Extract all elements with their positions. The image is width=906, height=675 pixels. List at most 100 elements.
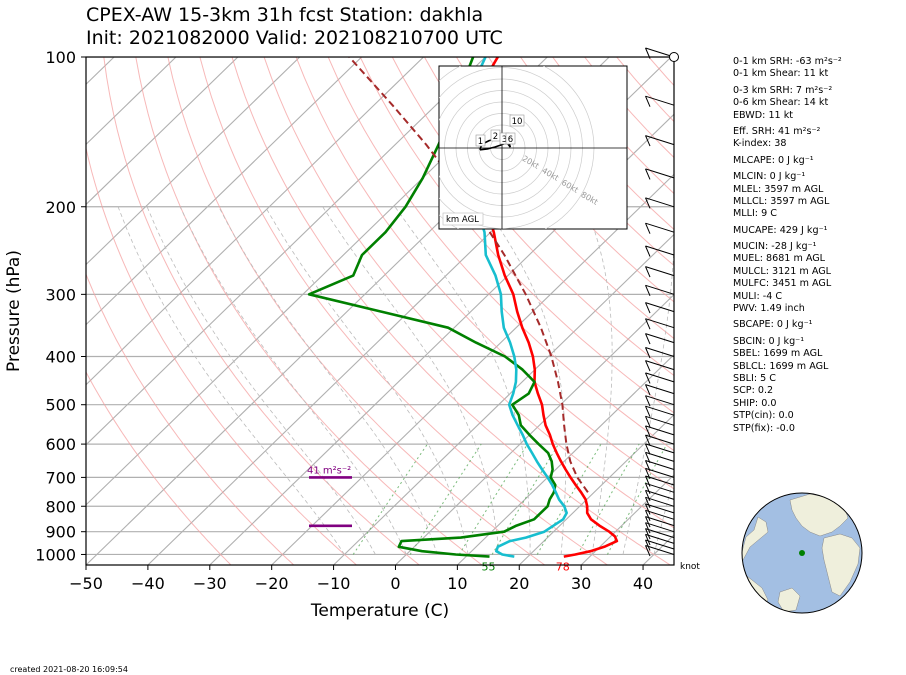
barb-flag [645, 266, 651, 278]
hodograph-height-label: 3 [502, 135, 507, 145]
stat-line: MLEL: 3597 m AGL [733, 183, 824, 195]
temperature-profile [468, 57, 619, 558]
globe-land [821, 533, 861, 597]
barb-flag [645, 47, 651, 59]
dry-adiabat [86, 371, 232, 565]
stat-line: STP(cin): 0.0 [733, 410, 794, 422]
dry-adiabat [488, 57, 674, 267]
x-tick-label: 20 [509, 574, 529, 593]
x-tick-label: −30 [193, 574, 227, 593]
stat-line: 0-1 km Shear: 11 kt [733, 68, 829, 80]
barb-flag [645, 333, 651, 345]
stat-line: STP(fix): -0.0 [733, 422, 795, 434]
wind-barb [645, 135, 675, 147]
wind-barb [645, 395, 675, 407]
moist-adiabat [585, 206, 613, 555]
stat-line: MLCAPE: 0 J kg⁻¹ [733, 154, 814, 166]
x-tick-label: 40 [633, 574, 653, 593]
barb-flag [645, 503, 651, 515]
barb-flag [645, 522, 651, 534]
hodograph-frame [438, 65, 628, 230]
stat-line: SBEL: 1699 m AGL [733, 348, 823, 360]
wind-barb [645, 284, 675, 296]
barb-flag [645, 197, 651, 209]
dry-adiabat [423, 57, 674, 340]
stat-line: Eff. SRH: 41 m²s⁻² [733, 125, 821, 137]
barb-flag [645, 302, 651, 314]
wind-barb [645, 266, 675, 278]
globe-land [777, 587, 801, 613]
barb-staff [645, 475, 675, 486]
wind-barb [645, 415, 675, 427]
stat-line: MLLI: 9 C [733, 208, 777, 220]
wind-barb [645, 516, 675, 528]
barb-flag [645, 245, 651, 257]
y-tick-label: 700 [45, 468, 76, 487]
x-axis-label: Temperature (C) [310, 601, 449, 621]
stat-line: MULI: -4 C [733, 290, 783, 302]
barb-staff [645, 302, 675, 313]
dry-adiabat [455, 57, 674, 303]
sounding-stats-panel: 0-1 km SRH: -63 m²s⁻² 0-1 km Shear: 11 kt… [733, 56, 842, 435]
barb-staff [645, 266, 675, 277]
barb-staff [645, 509, 675, 520]
barb-flag [645, 395, 651, 407]
mixing-ratio-line [491, 443, 559, 555]
hodograph-height-label: 2 [493, 132, 498, 142]
barb-staff [645, 168, 675, 179]
wind-barbs: knot [645, 47, 700, 572]
stat-line: SHIP: 0.0 [733, 397, 777, 409]
isotherm [86, 57, 301, 266]
moist-adiabat [264, 206, 469, 555]
barb-staff [645, 482, 675, 493]
dry-adiabat [231, 57, 671, 565]
hodograph-height-box [505, 132, 516, 145]
mixing-ratio-line [458, 443, 529, 555]
y-tick-label: 800 [45, 497, 76, 516]
barb-flag [645, 425, 651, 437]
isotherm [580, 474, 674, 565]
dry-adiabat [103, 57, 420, 565]
stat-line: EBWD: 11 kt [733, 109, 794, 121]
stat-line: SBCIN: 0 J kg⁻¹ [733, 335, 805, 347]
x-tick-label: 10 [447, 574, 467, 593]
moist-adiabat [117, 206, 345, 555]
mixing-ratio-line [352, 443, 428, 555]
wind-barb [645, 245, 675, 257]
barb-flag [645, 384, 651, 396]
wind-barb [645, 425, 675, 437]
hodograph-corner-label: km AGL [446, 215, 479, 225]
wind-barb [645, 528, 675, 540]
x-tick-label: −40 [131, 574, 165, 593]
surface-dewpoint-label: 55 [482, 561, 496, 574]
x-tick-label: −20 [255, 574, 289, 593]
stat-line: MLCIN: 0 J kg⁻¹ [733, 171, 806, 183]
y-tick-label: 900 [45, 523, 76, 542]
stat-line: MULCL: 3121 m AGL [733, 265, 832, 277]
hodograph-height-label: 6 [508, 135, 513, 145]
barb-flag [645, 490, 651, 502]
wind-barb [645, 467, 675, 480]
isotherm [86, 57, 424, 386]
surface-temp-label: 78 [556, 561, 570, 574]
stat-line: MUCIN: -28 J kg⁻¹ [733, 241, 817, 253]
isotherm [395, 293, 674, 565]
wind-barb [645, 496, 675, 508]
wind-barb [645, 434, 675, 446]
barb-unit-label: knot [680, 562, 700, 572]
barb-flag [645, 516, 651, 528]
barb-flag [645, 545, 651, 557]
wind-barb [645, 503, 675, 515]
dry-adiabat [391, 57, 674, 377]
barb-flag [645, 468, 651, 480]
barb-flag [645, 539, 651, 551]
station-marker [799, 550, 805, 556]
dry-adiabat [86, 146, 357, 565]
barb-staff [645, 415, 675, 426]
barb-flag [645, 372, 651, 384]
barb-staff [645, 425, 675, 436]
chart-title-line1: CPEX-AW 15-3km 31h fcst Station: dakhla [86, 4, 484, 26]
wind-barb [645, 405, 675, 417]
barb-flag [645, 360, 651, 372]
